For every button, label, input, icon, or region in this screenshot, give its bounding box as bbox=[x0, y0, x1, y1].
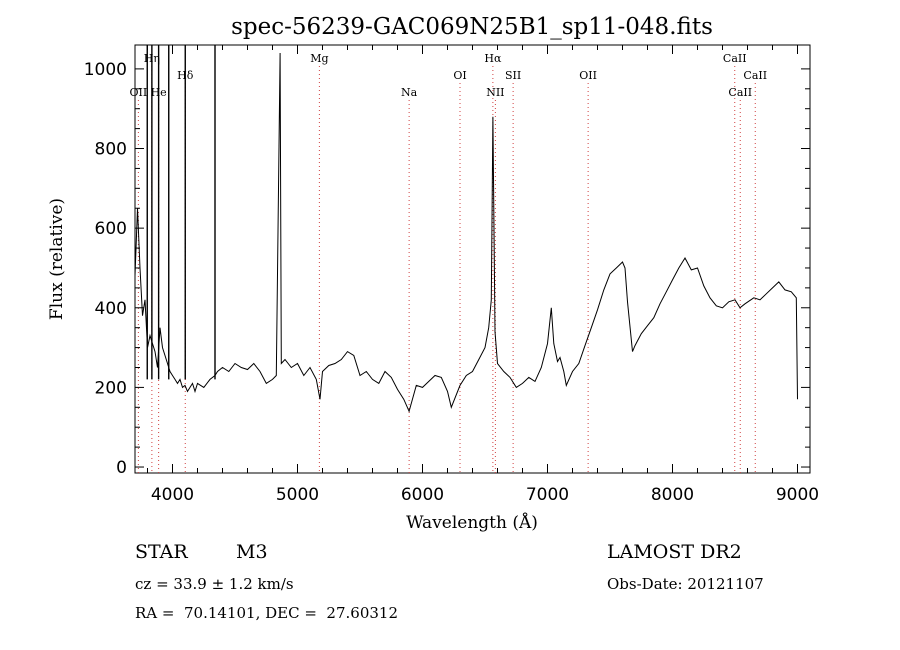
spectrum-series-line bbox=[134, 52, 798, 413]
spectral-line-label-13: CaII bbox=[743, 69, 767, 82]
y-tick-label-400: 400 bbox=[95, 299, 127, 319]
x-tick-label-8000: 8000 bbox=[651, 485, 694, 505]
spectral-line-label-9: SII bbox=[505, 69, 521, 82]
object-class: STAR bbox=[135, 541, 188, 563]
x-tick-label-6000: 6000 bbox=[401, 485, 444, 505]
y-tick-label-800: 800 bbox=[95, 140, 127, 160]
survey-name: LAMOST DR2 bbox=[607, 541, 742, 563]
y-tick-label-1000: 1000 bbox=[84, 60, 127, 80]
spectral-line-label-10: OII bbox=[579, 69, 597, 82]
x-axis-ticks: 4000 5000 6000 7000 8000 9000 bbox=[147, 45, 819, 505]
x-tick-label-7000: 7000 bbox=[526, 485, 569, 505]
spectral-line-markers bbox=[137, 66, 756, 473]
spectral-line-label-8: NII bbox=[486, 86, 504, 99]
y-tick-label-200: 200 bbox=[95, 378, 127, 398]
x-tick-label-9000: 9000 bbox=[776, 485, 819, 505]
spectral-line-label-5: Na bbox=[401, 86, 418, 99]
y-axis-label: Flux (relative) bbox=[47, 198, 67, 320]
observation-date: Obs-Date: 20121107 bbox=[607, 575, 764, 593]
spectral-line-label-7: Hα bbox=[484, 52, 502, 65]
spectral-line-label-4: Mg bbox=[310, 52, 328, 65]
chart-title: spec-56239-GAC069N25B1_sp11-048.fits bbox=[231, 14, 713, 40]
plot-frame bbox=[134, 44, 811, 474]
redshift-velocity: cz = 33.9 ± 1.2 km/s bbox=[135, 575, 294, 593]
y-tick-label-0: 0 bbox=[116, 458, 127, 478]
spectral-line-label-6: OI bbox=[453, 69, 466, 82]
sky-coordinates: RA = 70.14101, DEC = 27.60312 bbox=[135, 604, 399, 622]
object-subclass: M3 bbox=[236, 541, 268, 563]
spectral-line-label-11: CaII bbox=[723, 52, 747, 65]
x-tick-label-4000: 4000 bbox=[151, 485, 194, 505]
x-tick-label-5000: 5000 bbox=[276, 485, 319, 505]
x-axis-label: Wavelength (Å) bbox=[406, 512, 538, 533]
y-tick-label-600: 600 bbox=[95, 219, 127, 239]
spectral-line-label-0: OII bbox=[130, 86, 148, 99]
spectral-line-label-12: CaII bbox=[728, 86, 752, 99]
emission-spikes bbox=[146, 45, 216, 380]
y-axis-ticks: 0 200 400 600 800 1000 bbox=[84, 60, 810, 478]
